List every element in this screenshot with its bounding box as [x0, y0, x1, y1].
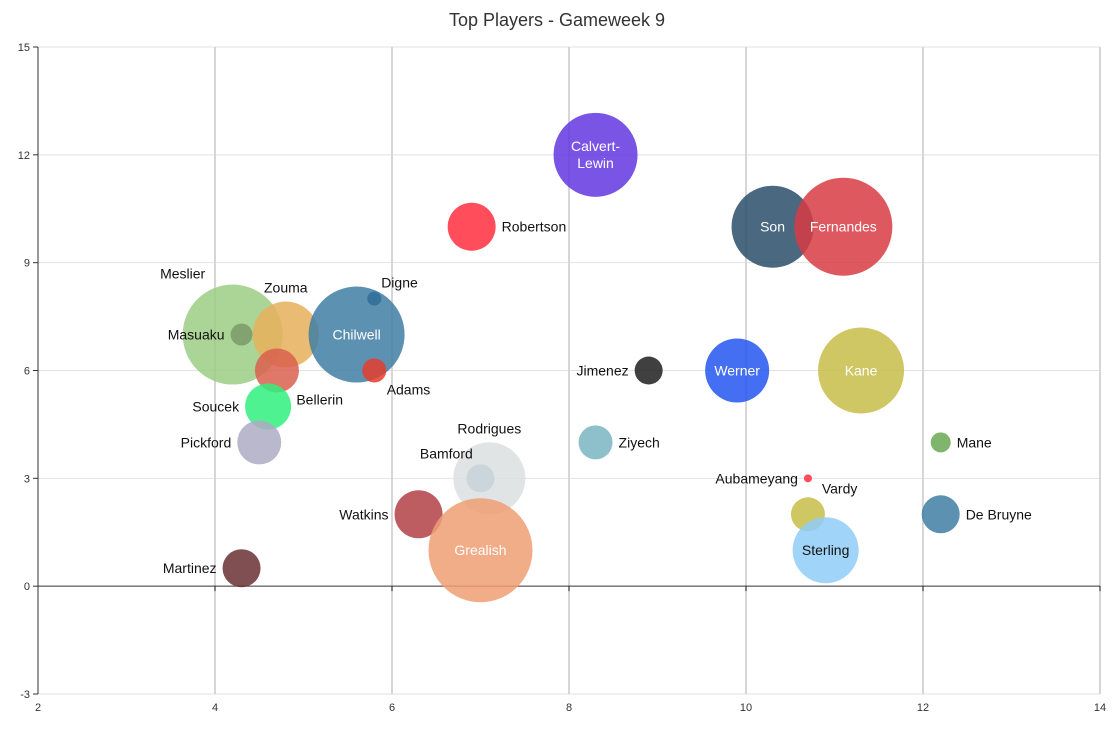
label-son: Son — [760, 219, 785, 235]
bubble-watkins[interactable] — [394, 490, 443, 539]
bubble-aubameyang[interactable] — [803, 474, 812, 483]
label-chilwell: Chilwell — [332, 327, 380, 343]
bubble-fernandes[interactable] — [794, 177, 893, 276]
x-tick-label: 12 — [917, 702, 929, 714]
bubbles — [182, 112, 960, 603]
label-meslier: Meslier — [160, 266, 205, 282]
label-werner: Werner — [714, 363, 760, 379]
x-tick-label: 8 — [566, 702, 572, 714]
label-masuaku: Masuaku — [168, 327, 225, 343]
bubble-kane[interactable] — [818, 327, 905, 414]
label-rodrigues: Rodrigues — [457, 420, 521, 436]
x-tick-label: 10 — [740, 702, 752, 714]
x-tick-label: 14 — [1094, 702, 1106, 714]
label-pickford: Pickford — [181, 434, 232, 450]
label-bellerin: Bellerin — [296, 392, 343, 408]
bubble-pickford[interactable] — [237, 420, 282, 465]
x-tick-label: 2 — [35, 702, 41, 714]
bubble-son[interactable] — [731, 185, 814, 268]
bubble-bamford[interactable] — [466, 464, 495, 493]
bubble-chilwell[interactable] — [308, 286, 405, 383]
x-tick-label: 4 — [212, 702, 218, 714]
bubble-bellerin[interactable] — [254, 348, 299, 393]
label-adams: Adams — [387, 382, 431, 398]
label-vardy: Vardy — [822, 480, 858, 496]
label-sterling: Sterling — [802, 542, 849, 558]
y-tick-label: 15 — [18, 42, 30, 54]
label-watkins: Watkins — [339, 506, 388, 522]
chart-title: Top Players - Gameweek 9 — [449, 10, 665, 30]
axes: -3 0 3 6 9 12 15 2 4 6 8 10 12 14 — [18, 42, 1106, 714]
bubble-de-bruyne[interactable] — [921, 495, 960, 534]
bubble-ziyech[interactable] — [578, 425, 613, 460]
label-de-bruyne: De Bruyne — [966, 506, 1032, 522]
bubble-sterling[interactable] — [792, 517, 859, 584]
label-calvert-lewin: Calvert-Lewin — [571, 138, 620, 171]
bubble-martinez[interactable] — [222, 549, 261, 588]
bubble-masuaku[interactable] — [230, 323, 253, 346]
bubble-calvert-lewin[interactable] — [553, 112, 638, 197]
label-jimenez: Jimenez — [577, 363, 629, 379]
bubble-mane[interactable] — [930, 432, 951, 453]
y-tick-label: 9 — [24, 258, 30, 270]
y-tick-label: 0 — [24, 581, 30, 593]
bubble-robertson[interactable] — [447, 202, 496, 251]
label-robertson: Robertson — [502, 219, 567, 235]
x-tick-label: 6 — [389, 702, 395, 714]
label-digne: Digne — [381, 275, 418, 291]
bubble-digne[interactable] — [367, 291, 382, 306]
bubble-werner[interactable] — [705, 338, 770, 403]
label-bamford: Bamford — [420, 445, 473, 461]
bubble-soucek[interactable] — [245, 383, 292, 430]
label-aubameyang: Aubameyang — [715, 470, 798, 486]
y-tick-label: 12 — [18, 150, 30, 162]
bubble-jimenez[interactable] — [634, 356, 663, 385]
label-ziyech: Ziyech — [619, 434, 660, 450]
label-mane: Mane — [957, 434, 992, 450]
y-tick-label: -3 — [20, 689, 30, 701]
bubble-adams[interactable] — [362, 358, 387, 383]
bubble-labels: Meslier Zouma Chilwell Masuaku Digne Adams Bel… — [160, 138, 1032, 576]
y-tick-label: 6 — [24, 366, 30, 378]
label-kane: Kane — [845, 363, 878, 379]
label-fernandes: Fernandes — [810, 219, 877, 235]
label-soucek: Soucek — [192, 398, 240, 414]
bubble-grealish[interactable] — [428, 498, 533, 603]
label-martinez: Martinez — [163, 560, 217, 576]
label-grealish: Grealish — [454, 542, 506, 558]
y-tick-label: 3 — [24, 473, 30, 485]
label-zouma: Zouma — [264, 280, 308, 296]
